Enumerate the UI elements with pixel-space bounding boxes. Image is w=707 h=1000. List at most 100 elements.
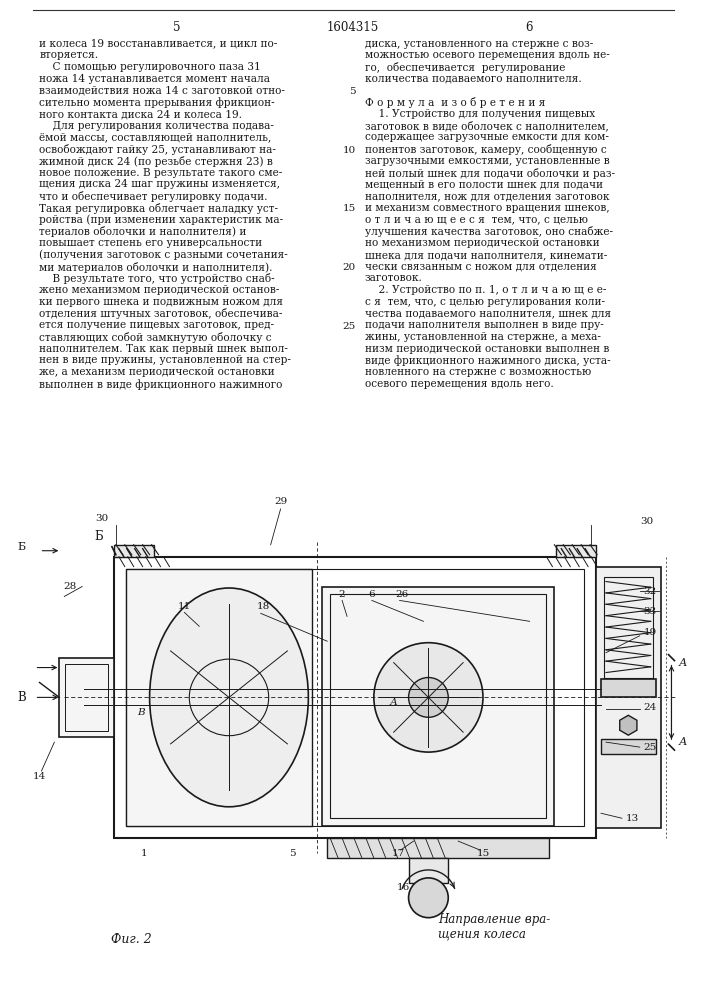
Text: новое положение. В результате такого сме-: новое положение. В результате такого сме… [40, 168, 283, 178]
Text: (получения заготовок с разными сочетания-: (получения заготовок с разными сочетания… [40, 250, 288, 260]
Text: о т л и ч а ю щ е е с я  тем, что, с целью: о т л и ч а ю щ е е с я тем, что, с цель… [365, 215, 588, 225]
Text: 24: 24 [643, 703, 657, 712]
Text: А: А [679, 737, 686, 747]
Text: 5: 5 [173, 21, 180, 34]
Text: 6: 6 [368, 590, 375, 599]
Text: 2. Устройство по п. 1, о т л и ч а ю щ е е-: 2. Устройство по п. 1, о т л и ч а ю щ е… [365, 285, 607, 295]
Text: А: А [390, 698, 397, 707]
Text: с я  тем, что, с целью регулирования коли-: с я тем, что, с целью регулирования коли… [365, 297, 605, 307]
Text: ми материалов оболочки и наполнителя).: ми материалов оболочки и наполнителя). [40, 262, 273, 273]
Text: жимной диск 24 (по резьбе стержня 23) в: жимной диск 24 (по резьбе стержня 23) в [40, 156, 274, 167]
Text: же, а механизм периодической остановки: же, а механизм периодической остановки [40, 367, 275, 377]
Text: жено механизмом периодической останов-: жено механизмом периодической останов- [40, 285, 280, 295]
Text: В: В [137, 708, 144, 717]
Text: Для регулирования количества подава-: Для регулирования количества подава- [40, 121, 274, 131]
Bar [601, 679, 655, 697]
Text: ней полый шнек для подачи оболочки и раз-: ней полый шнек для подачи оболочки и раз… [365, 168, 615, 179]
Text: 20: 20 [343, 263, 356, 272]
Text: наполнителя, нож для отделения заготовок: наполнителя, нож для отделения заготовок [365, 191, 609, 201]
Ellipse shape [150, 588, 308, 807]
Text: С помощью регулировочного паза 31: С помощью регулировочного паза 31 [40, 62, 262, 72]
Text: шнека для подачи наполнителя, кинемати-: шнека для подачи наполнителя, кинемати- [365, 250, 607, 260]
Text: А: А [679, 658, 686, 668]
Text: 33: 33 [643, 607, 657, 616]
Text: 10: 10 [343, 146, 356, 155]
Text: Ф о р м у л а  и з о б р е т е н и я: Ф о р м у л а и з о б р е т е н и я [365, 97, 545, 108]
Text: 25: 25 [643, 743, 657, 752]
Text: понентов заготовок, камеру, сообщенную с: понентов заготовок, камеру, сообщенную с [365, 144, 607, 155]
Circle shape [409, 878, 448, 918]
Text: сительно момента прерывания фрикцион-: сительно момента прерывания фрикцион- [40, 97, 275, 108]
Text: жины, установленной на стержне, а меха-: жины, установленной на стержне, а меха- [365, 332, 601, 342]
Text: наполнителем. Так как первый шнек выпол-: наполнителем. Так как первый шнек выпол- [40, 344, 288, 354]
Text: чества подаваемого наполнителя, шнек для: чества подаваемого наполнителя, шнек для [365, 308, 611, 318]
Text: 1: 1 [141, 849, 147, 858]
Text: ставляющих собой замкнутую оболочку с: ставляющих собой замкнутую оболочку с [40, 332, 272, 343]
Text: 15: 15 [343, 204, 356, 213]
Text: улучшения качества заготовок, оно снабже-: улучшения качества заготовок, оно снабже… [365, 226, 613, 237]
Text: 19: 19 [643, 628, 657, 637]
Text: нен в виде пружины, установленной на стер-: нен в виде пружины, установленной на сте… [40, 355, 291, 365]
Bar [409, 858, 448, 883]
Text: 1604315: 1604315 [327, 21, 379, 34]
Text: 2: 2 [339, 590, 346, 599]
Text: 16: 16 [397, 883, 410, 892]
Text: териалов оболочки и наполнителя) и: териалов оболочки и наполнителя) и [40, 226, 247, 237]
Text: В: В [17, 691, 26, 704]
Text: го,  обеспечивается  регулирование: го, обеспечивается регулирование [365, 62, 566, 73]
Text: щения диска 24 шаг пружины изменяется,: щения диска 24 шаг пружины изменяется, [40, 179, 281, 189]
Polygon shape [327, 838, 549, 858]
Text: 26: 26 [395, 590, 408, 599]
Bar [114, 545, 153, 557]
Text: 17: 17 [392, 849, 405, 858]
Text: ки первого шнека и подвижным ножом для: ки первого шнека и подвижным ножом для [40, 297, 284, 307]
Text: 30: 30 [95, 514, 109, 523]
Text: В результате того, что устройство снаб-: В результате того, что устройство снаб- [40, 273, 275, 284]
Text: и механизм совместного вращения шнеков,: и механизм совместного вращения шнеков, [365, 203, 609, 213]
Bar [330, 594, 547, 818]
Text: 29: 29 [274, 497, 287, 506]
Text: освобождают гайку 25, устанавливают на-: освобождают гайку 25, устанавливают на- [40, 144, 276, 155]
Text: 1. Устройство для получения пищевых: 1. Устройство для получения пищевых [365, 109, 595, 119]
Circle shape [409, 678, 448, 717]
Text: новленного на стержне с возможностью: новленного на стержне с возможностью [365, 367, 591, 377]
Bar [596, 567, 660, 828]
Text: 5: 5 [349, 87, 356, 96]
Text: мещенный в его полости шнек для подачи: мещенный в его полости шнек для подачи [365, 179, 603, 189]
Text: что и обеспечивает регулировку подачи.: что и обеспечивает регулировку подачи. [40, 191, 268, 202]
Text: Направление вра-
щения колеса: Направление вра- щения колеса [438, 913, 551, 941]
Text: содержащее загрузочные емкости для ком-: содержащее загрузочные емкости для ком- [365, 132, 609, 142]
Text: 30: 30 [641, 517, 654, 526]
Text: количества подаваемого наполнителя.: количества подаваемого наполнителя. [365, 74, 582, 84]
Text: Фиг. 2: Фиг. 2 [112, 933, 152, 946]
Text: 11: 11 [177, 602, 191, 611]
Bar [126, 569, 312, 826]
Text: ного контакта диска 24 и колеса 19.: ного контакта диска 24 и колеса 19. [40, 109, 243, 119]
Bar [65, 664, 108, 731]
Text: заготовок.: заготовок. [365, 273, 423, 283]
Bar [59, 658, 114, 737]
Text: 5: 5 [289, 849, 296, 858]
Text: 18: 18 [257, 602, 270, 611]
Text: 25: 25 [343, 322, 356, 331]
Text: можностью осевого перемещения вдоль не-: можностью осевого перемещения вдоль не- [365, 50, 609, 60]
Text: виде фрикционного нажимного диска, уста-: виде фрикционного нажимного диска, уста- [365, 355, 611, 366]
Bar [114, 557, 596, 838]
Text: повышает степень его универсальности: повышает степень его универсальности [40, 238, 262, 248]
Text: загрузочными емкостями, установленные в: загрузочными емкостями, установленные в [365, 156, 609, 166]
Text: отделения штучных заготовок, обеспечива-: отделения штучных заготовок, обеспечива- [40, 308, 283, 319]
Text: и колеса 19 восстанавливается, и цикл по-: и колеса 19 восстанавливается, и цикл по… [40, 39, 278, 49]
Text: вторяется.: вторяется. [40, 50, 98, 60]
Text: ется получение пищевых заготовок, пред-: ется получение пищевых заготовок, пред- [40, 320, 274, 330]
Text: 13: 13 [626, 814, 639, 823]
Text: 28: 28 [63, 582, 76, 591]
Text: чески связанным с ножом для отделения: чески связанным с ножом для отделения [365, 262, 597, 272]
Text: Б: Б [18, 542, 25, 552]
Text: 6: 6 [525, 21, 532, 34]
Bar [601, 739, 655, 754]
Text: низм периодической остановки выполнен в: низм периодической остановки выполнен в [365, 344, 609, 354]
Text: 32: 32 [643, 587, 657, 596]
Bar [556, 545, 596, 557]
Text: осевого перемещения вдоль него.: осевого перемещения вдоль него. [365, 379, 554, 389]
Text: ножа 14 устанавливается момент начала: ножа 14 устанавливается момент начала [40, 74, 271, 84]
